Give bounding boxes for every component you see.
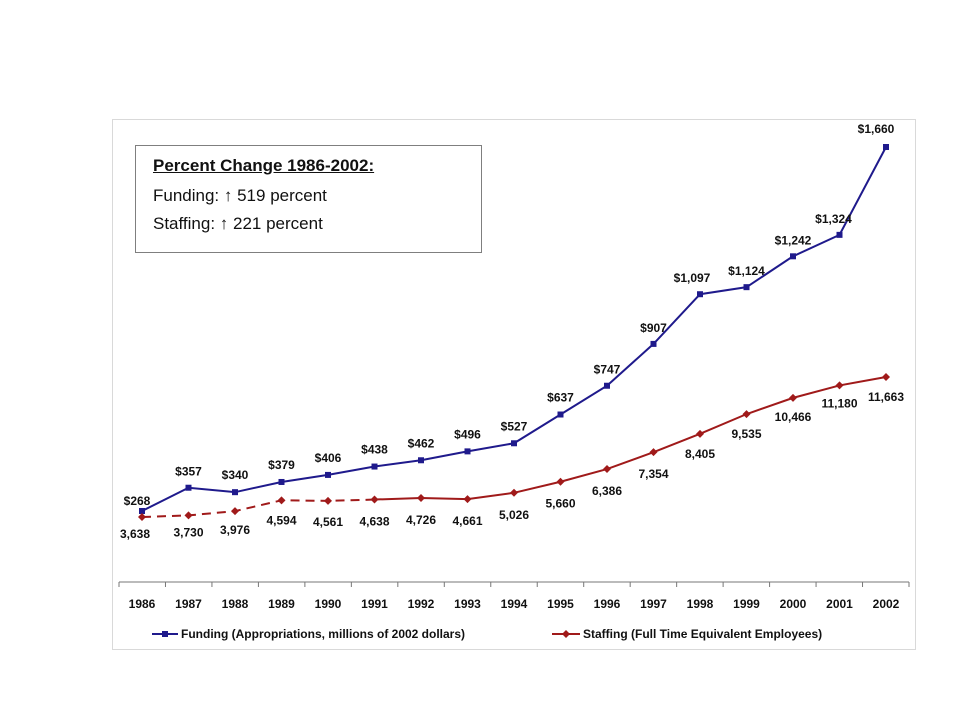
staffing-data-label: 11,663 [868,390,904,404]
percent-change-title: Percent Change 1986-2002: [153,156,375,175]
staffing-point [742,410,751,419]
staffing-data-label: 5,660 [545,497,575,511]
funding-point [464,448,471,455]
funding-point [650,340,657,347]
funding-point [232,489,238,496]
funding-point [604,382,610,389]
staffing-point [696,429,704,438]
percent-change-box: Percent Change 1986-2002: Funding: ↑ 519… [135,145,482,253]
staffing-point [649,448,658,457]
funding-data-label: $379 [268,458,295,472]
funding-data-label: $1,660 [858,122,895,136]
staffing-point [138,513,146,521]
legend-staffing-marker [562,630,570,638]
funding-data-label: $1,242 [775,233,812,247]
staffing-point [417,494,425,503]
funding-point [743,284,750,291]
staffing-data-label: 8,405 [685,447,715,461]
staffing-data-label: 4,561 [313,515,343,529]
x-tick-label: 1986 [129,597,156,611]
funding-data-label: $340 [222,468,249,482]
funding-point [697,291,703,298]
funding-data-label: $406 [315,451,342,465]
staffing-point [184,511,193,520]
funding-data-label: $438 [361,443,388,457]
staffing-data-label: 3,638 [120,527,150,541]
x-tick-label: 1987 [175,597,202,611]
staffing-point [370,495,379,504]
funding-data-label: $907 [640,321,667,335]
funding-data-label: $462 [408,436,435,450]
x-tick-label: 2000 [780,597,807,611]
staffing-series-line-dashed [141,498,375,518]
x-tick-label: 1991 [361,597,388,611]
staffing-point [510,488,518,497]
legend-funding-marker [162,631,168,637]
staffing-data-label: 3,730 [173,525,203,539]
staffing-data-label: 7,354 [638,467,668,481]
x-tick-label: 2002 [873,597,900,611]
staffing-data-label: 4,594 [266,513,296,527]
legend-funding-label: Funding (Appropriations, millions of 200… [181,627,465,641]
staffing-point [835,381,844,390]
x-tick-label: 1994 [501,597,528,611]
staffing-point [277,496,286,505]
staffing-point [463,495,472,504]
staffing-series-line [374,376,887,501]
x-tick-label: 1997 [640,597,667,611]
funding-change-text: Funding: ↑ 519 percent [153,186,327,205]
funding-point [185,484,192,491]
funding-point [278,478,285,485]
staffing-data-label: 4,661 [452,514,482,528]
x-tick-label: 1989 [268,597,295,611]
staffing-point [603,465,611,474]
funding-point [371,463,378,470]
x-tick-label: 2001 [826,597,853,611]
staffing-point [882,373,890,381]
staffing-point [324,496,332,505]
funding-data-label: $357 [175,465,202,479]
funding-point [511,440,517,447]
funding-point [790,253,796,260]
staffing-point [556,477,565,486]
funding-point [325,471,331,478]
funding-point [139,508,145,514]
x-tick-label: 1992 [408,597,435,611]
funding-data-label: $1,124 [728,264,765,278]
x-tick-label: 1990 [315,597,342,611]
funding-point [883,144,889,150]
staffing-data-label: 9,535 [731,427,761,441]
x-tick-label: 1995 [547,597,574,611]
funding-data-label: $1,324 [815,212,852,226]
x-tick-label: 1993 [454,597,481,611]
legend-staffing-label: Staffing (Full Time Equivalent Employees… [583,627,822,641]
funding-data-label: $637 [547,391,574,405]
staffing-point [789,393,797,402]
staffing-data-label: 10,466 [775,410,812,424]
staffing-data-label: 6,386 [592,484,622,498]
x-tick-label: 1998 [687,597,714,611]
funding-point [836,231,843,238]
x-tick-label: 1999 [733,597,760,611]
staffing-change-text: Staffing: ↑ 221 percent [153,214,323,233]
funding-point [418,457,424,464]
staffing-data-label: 11,180 [821,396,857,410]
funding-data-label: $1,097 [674,271,711,285]
funding-data-label: $527 [501,419,528,433]
funding-data-label: $496 [454,427,481,441]
funding-point [557,411,564,418]
staffing-data-label: 5,026 [499,508,529,522]
funding-data-label: $747 [594,363,621,377]
staffing-data-label: 3,976 [220,523,250,537]
x-tick-label: 1988 [222,597,249,611]
staffing-data-label: 4,638 [359,515,389,529]
funding-data-label: $268 [124,494,151,508]
x-tick-label: 1996 [594,597,621,611]
staffing-point [231,507,239,516]
staffing-data-label: 4,726 [406,513,436,527]
